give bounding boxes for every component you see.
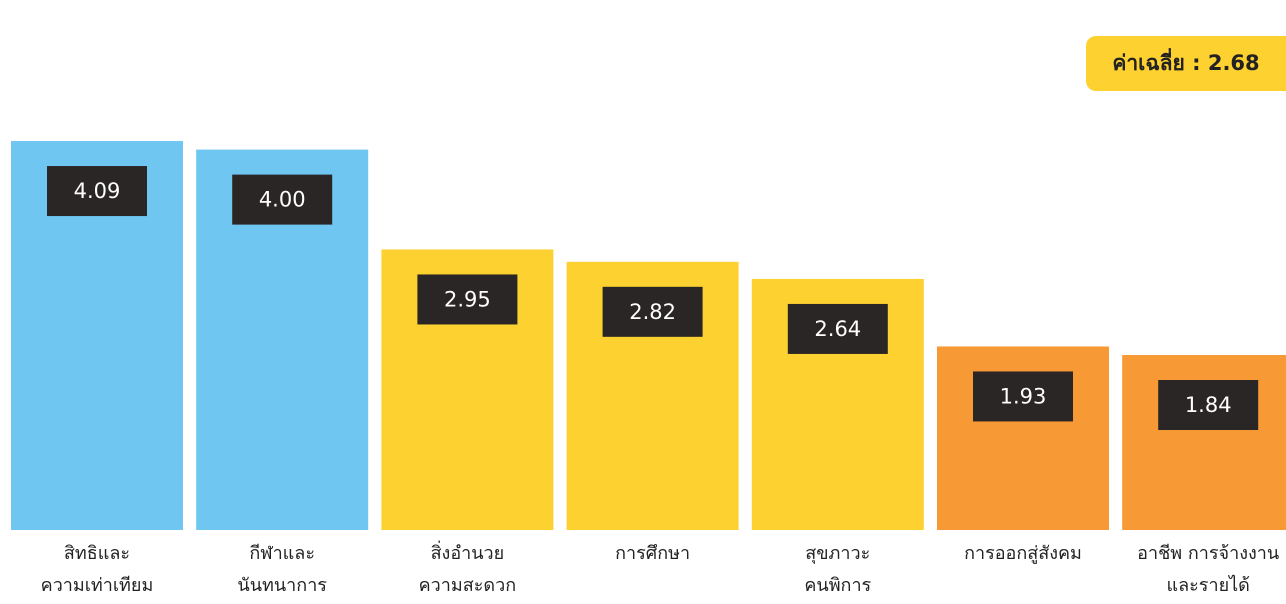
- value-label: 2.82: [629, 300, 676, 324]
- category-label: สิทธิและ ความเท่าเทียม: [40, 543, 154, 596]
- category-label: สุขภาวะ คนพิการ: [804, 543, 872, 596]
- value-label-box: [973, 371, 1073, 422]
- value-label: 1.93: [1000, 384, 1047, 408]
- value-label-box: [787, 303, 888, 354]
- category-label: สิ่งอำนวย ความสะดวก: [418, 543, 517, 596]
- value-label-box: [602, 286, 703, 337]
- value-label: 4.00: [259, 188, 306, 212]
- value-label-box: [47, 166, 147, 217]
- average-badge: ค่าเฉลี่ย : 2.68: [1086, 36, 1286, 91]
- value-label-box: [1158, 380, 1259, 431]
- category-label: อาชีพ การจ้างงาน และรายได้: [1137, 543, 1280, 596]
- value-label: 4.09: [74, 179, 121, 203]
- value-label: 2.64: [814, 317, 861, 341]
- value-label: 1.84: [1185, 393, 1232, 417]
- value-label-box: [417, 274, 518, 325]
- category-label: กีฬาและ นันทนาการ: [237, 543, 327, 596]
- category-label: การศึกษา: [615, 543, 691, 564]
- value-label-box: [232, 174, 333, 225]
- category-label: การออกสู่สังคม: [964, 543, 1082, 564]
- value-label: 2.95: [444, 287, 491, 311]
